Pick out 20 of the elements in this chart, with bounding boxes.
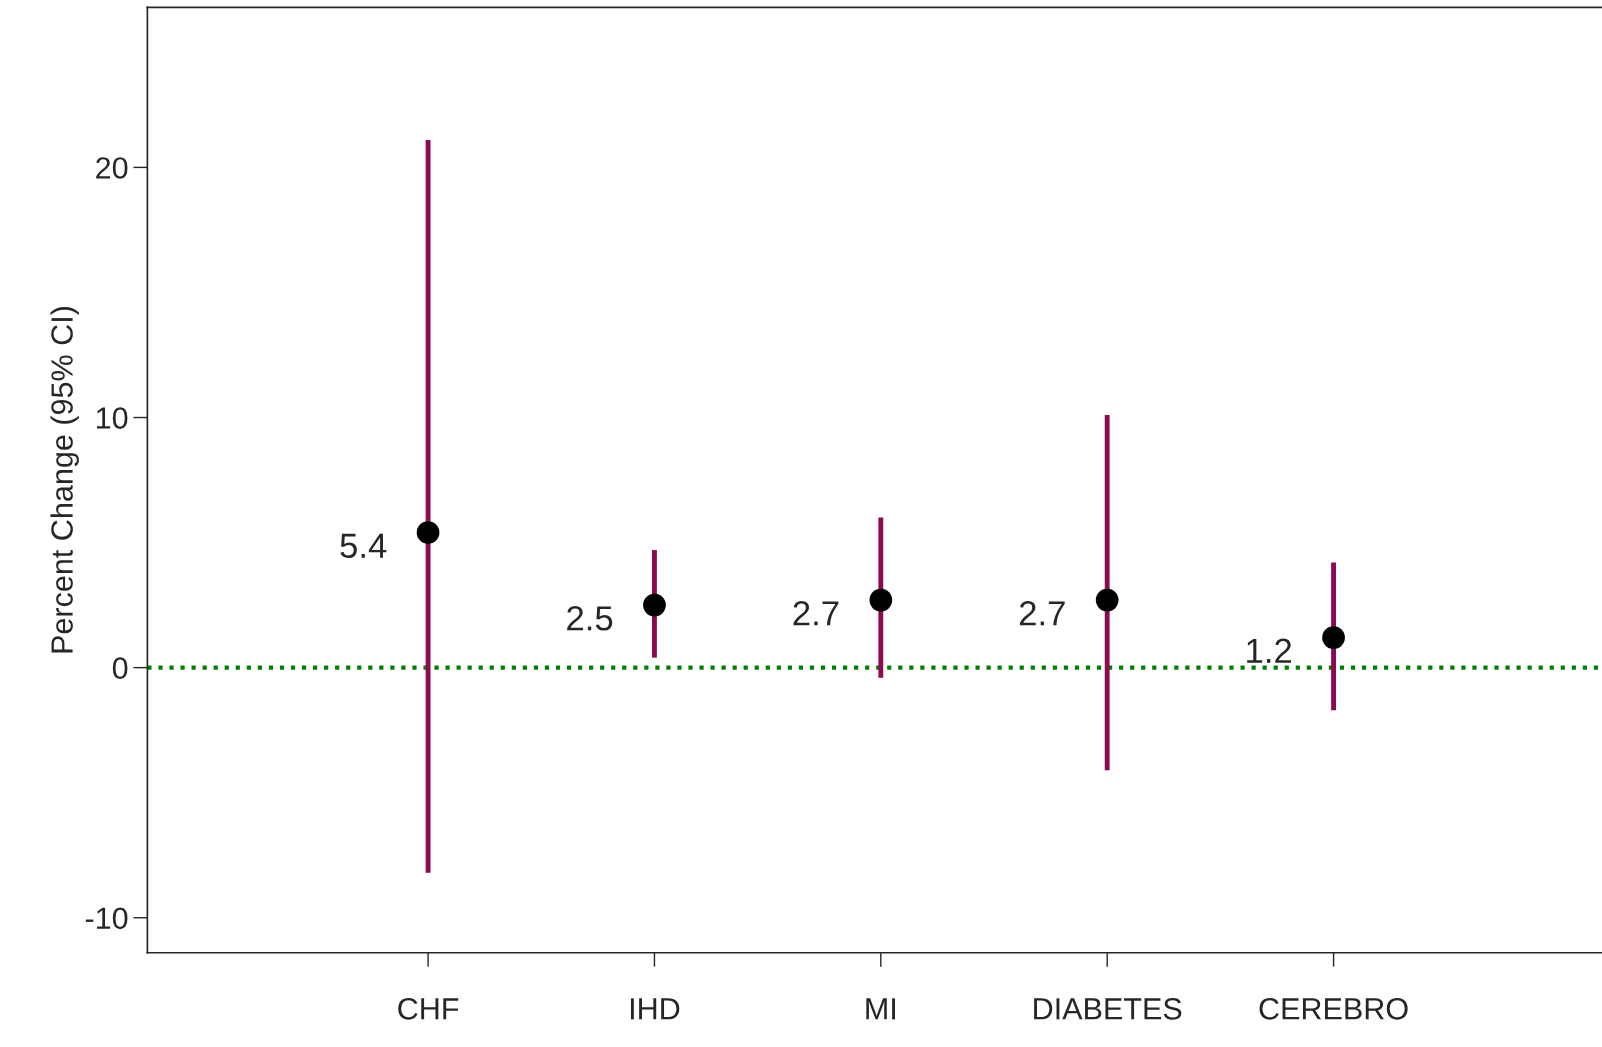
data-label: 2.7 [793, 601, 839, 626]
data-label: 1.2 [1247, 638, 1292, 663]
point [416, 521, 440, 544]
y-tick-label: -10 [85, 907, 128, 930]
point [869, 588, 893, 612]
x-tick-label: MI [866, 998, 895, 1020]
x-tick-label: DIABETES [1034, 998, 1182, 1020]
data-label: 5.4 [340, 533, 387, 559]
y-tick-label: 0 [112, 657, 128, 680]
data-label: 2.7 [1019, 601, 1065, 626]
data-label: 2.5 [567, 606, 613, 631]
point [1095, 588, 1119, 612]
x-tick-label: IHD [630, 998, 680, 1020]
point [643, 593, 666, 617]
point [1322, 626, 1345, 650]
x-tick-label: CEREBRO [1259, 998, 1408, 1020]
x-tick-label: CHF [398, 998, 459, 1020]
y-tick-label: 20 [96, 157, 128, 179]
y-axis-title: Percent Change (95% CI) [50, 307, 79, 653]
y-tick-label: 10 [96, 407, 128, 429]
